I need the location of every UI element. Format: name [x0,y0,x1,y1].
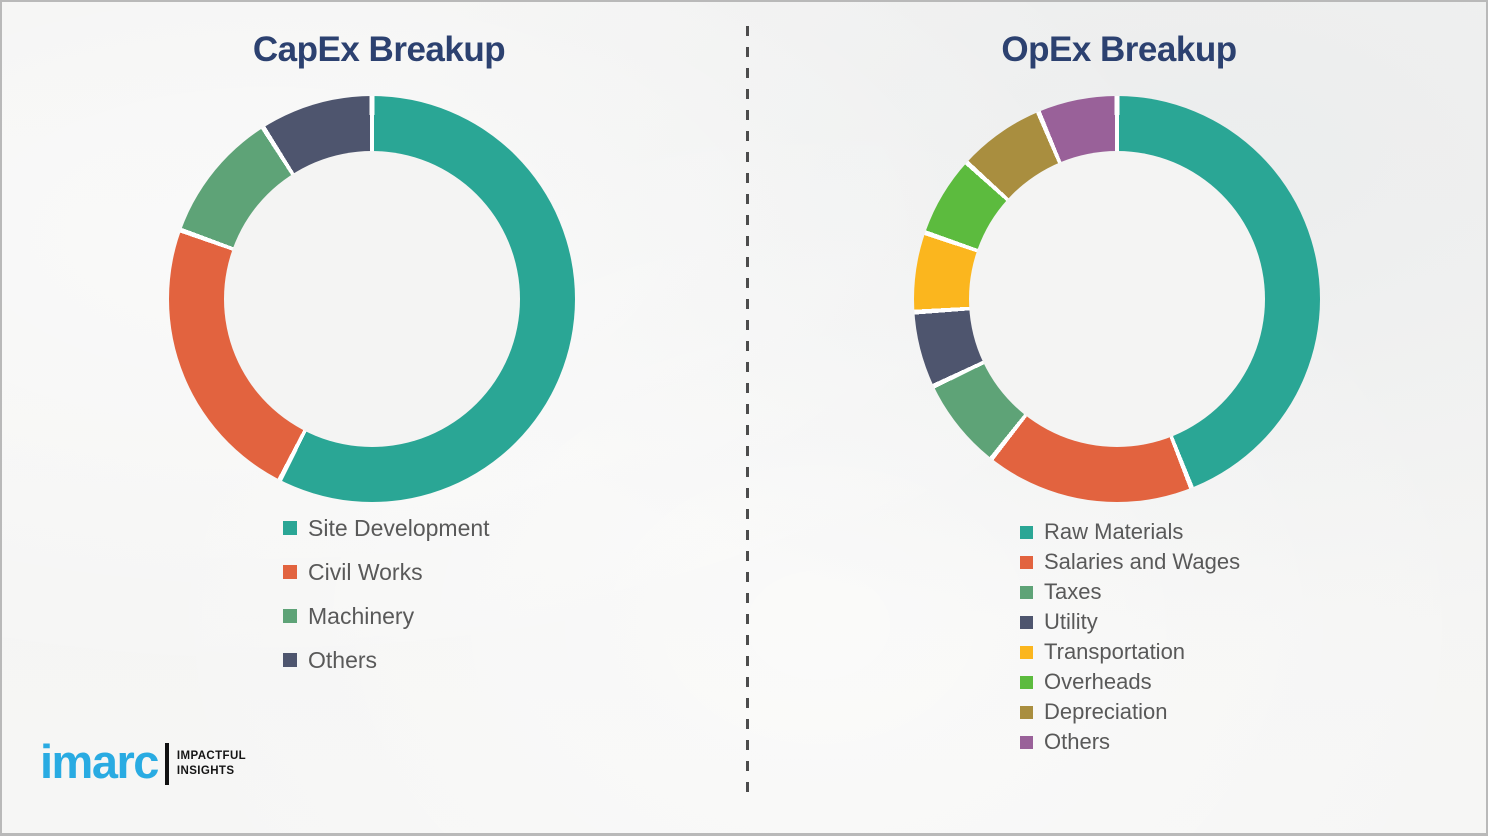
legend-marker-machinery [283,609,297,623]
legend-marker-others [1020,735,1033,749]
imarc-logo: imarc IMPACTFUL INSIGHTS [40,738,246,785]
capex-legend: Site Development Civil Works Machinery Othe… [283,514,490,690]
legend-label-civil-works: Civil Works [308,558,423,585]
legend-marker-salaries-and-wages [1020,555,1033,569]
legend-label-machinery: Machinery [308,602,415,629]
dashed-divider-line [746,26,749,792]
imarc-logo-wordmark: imarc [40,735,159,788]
legend-marker-civil-works [283,565,297,579]
imarc-logo-tagline: IMPACTFUL INSIGHTS [177,749,246,779]
legend-label-overheads: Overheads [1044,669,1152,694]
legend-label-utility: Utility [1044,609,1098,634]
imarc-logo-separator-bar [164,742,169,785]
capex-donut-chart [169,96,575,502]
legend-label-taxes: Taxes [1044,579,1102,604]
legend-item-raw-materials: Raw Materials [1020,519,1240,545]
legend-marker-overheads [1020,675,1033,689]
imarc-tagline-line1: IMPACTFUL [176,749,247,762]
legend-marker-taxes [1020,585,1033,599]
opex-title: OpEx Breakup [1001,30,1237,69]
legend-item-overheads: Overheads [1020,669,1240,695]
legend-item-others: Others [283,646,490,674]
legend-marker-raw-materials [1020,525,1033,539]
legend-label-depreciation: Depreciation [1044,699,1168,724]
legend-marker-depreciation [1020,705,1033,719]
legend-marker-others [283,653,297,667]
legend-item-others: Others [1020,729,1240,755]
legend-item-civil-works: Civil Works [283,558,490,586]
capex-donut-hole [224,151,520,447]
capex-title: CapEx Breakup [252,30,506,69]
legend-label-raw-materials: Raw Materials [1044,519,1184,544]
legend-label-salaries-and-wages: Salaries and Wages [1044,549,1241,574]
legend-label-others: Others [308,646,378,673]
opex-donut-chart [914,96,1320,502]
opex-legend: Raw Materials Salaries and Wages Taxes Util… [1020,519,1240,759]
legend-item-machinery: Machinery [283,602,490,630]
opex-donut-hole [969,151,1265,447]
legend-item-taxes: Taxes [1020,579,1240,605]
legend-marker-utility [1020,615,1033,629]
legend-item-utility: Utility [1020,609,1240,635]
legend-item-site-development: Site Development [283,514,490,542]
legend-label-others: Others [1044,729,1111,754]
legend-label-site-development: Site Development [308,514,490,541]
legend-item-transportation: Transportation [1020,639,1240,665]
legend-item-salaries-and-wages: Salaries and Wages [1020,549,1240,575]
imarc-tagline-line2: INSIGHTS [176,764,235,777]
legend-label-transportation: Transportation [1044,639,1186,664]
legend-marker-transportation [1020,645,1033,659]
legend-marker-site-development [283,521,297,535]
legend-item-depreciation: Depreciation [1020,699,1240,725]
